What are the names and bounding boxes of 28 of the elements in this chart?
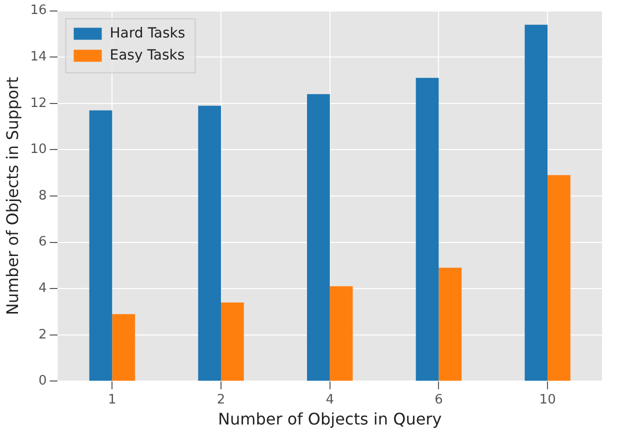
bar (548, 175, 570, 381)
bar (89, 110, 112, 381)
y-tick-label: 4 (38, 280, 47, 296)
x-tick-label: 2 (216, 392, 226, 408)
x-axis-title: Number of Objects in Query (218, 410, 442, 429)
bar (112, 314, 136, 381)
legend-label: Easy Tasks (110, 47, 185, 64)
x-tick-label: 10 (539, 392, 556, 408)
y-tick-label: 12 (30, 96, 47, 111)
y-tick-label: 10 (30, 142, 47, 158)
y-tick-label: 2 (38, 327, 47, 342)
y-tick-label: 0 (38, 374, 47, 389)
legend-label: Hard Tasks (110, 25, 186, 42)
bar (438, 268, 462, 381)
y-tick-label: 14 (30, 49, 47, 64)
bar (524, 24, 548, 381)
y-tick-label: 6 (38, 234, 47, 250)
bar (416, 78, 439, 381)
bar (307, 94, 330, 381)
y-tick-label: 8 (38, 188, 47, 204)
x-tick-label: 1 (108, 392, 116, 408)
bar (198, 106, 222, 381)
bar (221, 302, 244, 381)
y-tick-label: 16 (30, 3, 47, 18)
x-tick-label: 4 (326, 392, 334, 408)
bar (330, 286, 353, 381)
y-axis-title: Number of Objects in Support (2, 76, 22, 316)
x-tick-label: 6 (434, 392, 443, 408)
